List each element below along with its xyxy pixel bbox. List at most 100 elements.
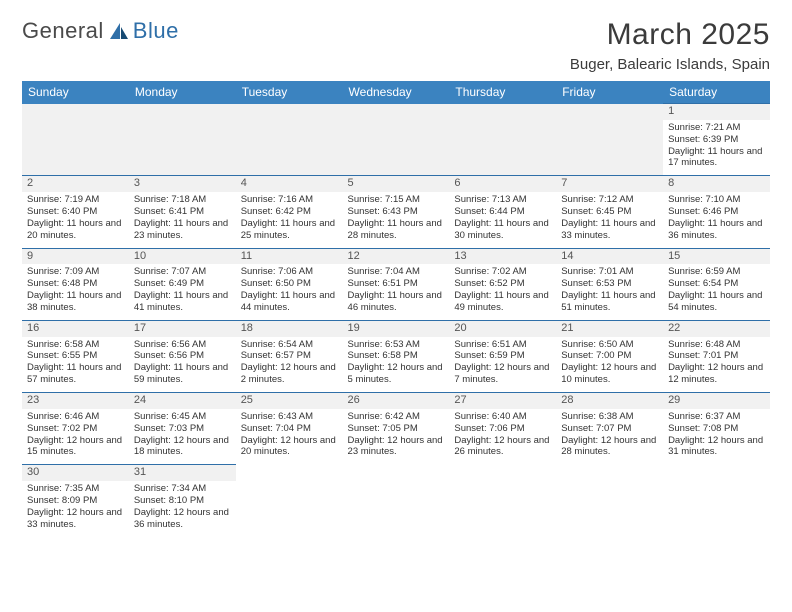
weekday-header: Thursday (449, 81, 556, 104)
sunset-text: Sunset: 6:50 PM (241, 278, 338, 290)
calendar-day-cell: 24Sunrise: 6:45 AMSunset: 7:03 PMDayligh… (129, 393, 236, 465)
calendar-body: 1Sunrise: 7:21 AMSunset: 6:39 PMDaylight… (22, 104, 770, 537)
sunset-text: Sunset: 6:41 PM (134, 206, 231, 218)
calendar-day-cell: 3Sunrise: 7:18 AMSunset: 6:41 PMDaylight… (129, 176, 236, 248)
sunset-text: Sunset: 6:51 PM (348, 278, 445, 290)
daylight-text: Daylight: 12 hours and 33 minutes. (27, 507, 124, 531)
sunset-text: Sunset: 6:55 PM (27, 350, 124, 362)
sunset-text: Sunset: 7:00 PM (561, 350, 658, 362)
daylight-text: Daylight: 11 hours and 41 minutes. (134, 290, 231, 314)
day-number: 16 (22, 321, 129, 337)
calendar-day-cell: 22Sunrise: 6:48 AMSunset: 7:01 PMDayligh… (663, 320, 770, 392)
day-number: 20 (449, 321, 556, 337)
sunset-text: Sunset: 6:58 PM (348, 350, 445, 362)
month-title: March 2025 (570, 18, 770, 52)
sunset-text: Sunset: 6:56 PM (134, 350, 231, 362)
calendar-day-cell: 13Sunrise: 7:02 AMSunset: 6:52 PMDayligh… (449, 248, 556, 320)
sunset-text: Sunset: 6:43 PM (348, 206, 445, 218)
sunrise-text: Sunrise: 6:51 AM (454, 339, 551, 351)
calendar-day-cell: 14Sunrise: 7:01 AMSunset: 6:53 PMDayligh… (556, 248, 663, 320)
calendar-day-cell: 23Sunrise: 6:46 AMSunset: 7:02 PMDayligh… (22, 393, 129, 465)
day-number: 5 (343, 176, 450, 192)
sunset-text: Sunset: 7:08 PM (668, 423, 765, 435)
calendar-empty-cell (129, 104, 236, 176)
daylight-text: Daylight: 12 hours and 20 minutes. (241, 435, 338, 459)
sunrise-text: Sunrise: 7:16 AM (241, 194, 338, 206)
day-number: 21 (556, 321, 663, 337)
calendar-empty-cell (663, 465, 770, 537)
day-number: 18 (236, 321, 343, 337)
day-number: 29 (663, 393, 770, 409)
calendar-day-cell: 21Sunrise: 6:50 AMSunset: 7:00 PMDayligh… (556, 320, 663, 392)
sunset-text: Sunset: 6:39 PM (668, 134, 765, 146)
day-number: 27 (449, 393, 556, 409)
sunrise-text: Sunrise: 6:59 AM (668, 266, 765, 278)
daylight-text: Daylight: 12 hours and 28 minutes. (561, 435, 658, 459)
calendar-day-cell: 1Sunrise: 7:21 AMSunset: 6:39 PMDaylight… (663, 104, 770, 176)
calendar-empty-cell (343, 104, 450, 176)
calendar-week-row: 30Sunrise: 7:35 AMSunset: 8:09 PMDayligh… (22, 465, 770, 537)
title-block: March 2025 Buger, Balearic Islands, Spai… (570, 18, 770, 73)
sunset-text: Sunset: 8:10 PM (134, 495, 231, 507)
calendar-day-cell: 16Sunrise: 6:58 AMSunset: 6:55 PMDayligh… (22, 320, 129, 392)
sunset-text: Sunset: 6:54 PM (668, 278, 765, 290)
sunrise-text: Sunrise: 7:10 AM (668, 194, 765, 206)
daylight-text: Daylight: 11 hours and 59 minutes. (134, 362, 231, 386)
sunrise-text: Sunrise: 7:01 AM (561, 266, 658, 278)
calendar-day-cell: 4Sunrise: 7:16 AMSunset: 6:42 PMDaylight… (236, 176, 343, 248)
calendar-day-cell: 2Sunrise: 7:19 AMSunset: 6:40 PMDaylight… (22, 176, 129, 248)
sunset-text: Sunset: 6:45 PM (561, 206, 658, 218)
day-number: 11 (236, 249, 343, 265)
daylight-text: Daylight: 12 hours and 26 minutes. (454, 435, 551, 459)
calendar-day-cell: 31Sunrise: 7:34 AMSunset: 8:10 PMDayligh… (129, 465, 236, 537)
calendar-empty-cell (556, 104, 663, 176)
daylight-text: Daylight: 11 hours and 51 minutes. (561, 290, 658, 314)
daylight-text: Daylight: 12 hours and 23 minutes. (348, 435, 445, 459)
sunset-text: Sunset: 7:04 PM (241, 423, 338, 435)
sunset-text: Sunset: 7:03 PM (134, 423, 231, 435)
calendar-day-cell: 15Sunrise: 6:59 AMSunset: 6:54 PMDayligh… (663, 248, 770, 320)
weekday-header: Saturday (663, 81, 770, 104)
daylight-text: Daylight: 12 hours and 7 minutes. (454, 362, 551, 386)
calendar-week-row: 16Sunrise: 6:58 AMSunset: 6:55 PMDayligh… (22, 320, 770, 392)
calendar-day-cell: 19Sunrise: 6:53 AMSunset: 6:58 PMDayligh… (343, 320, 450, 392)
day-number: 31 (129, 465, 236, 481)
daylight-text: Daylight: 12 hours and 36 minutes. (134, 507, 231, 531)
calendar-empty-cell (22, 104, 129, 176)
daylight-text: Daylight: 11 hours and 23 minutes. (134, 218, 231, 242)
calendar-day-cell: 26Sunrise: 6:42 AMSunset: 7:05 PMDayligh… (343, 393, 450, 465)
daylight-text: Daylight: 11 hours and 49 minutes. (454, 290, 551, 314)
sunset-text: Sunset: 8:09 PM (27, 495, 124, 507)
calendar-day-cell: 18Sunrise: 6:54 AMSunset: 6:57 PMDayligh… (236, 320, 343, 392)
sunrise-text: Sunrise: 6:37 AM (668, 411, 765, 423)
weekday-header: Wednesday (343, 81, 450, 104)
daylight-text: Daylight: 11 hours and 33 minutes. (561, 218, 658, 242)
logo-sail-icon (108, 21, 130, 41)
calendar-empty-cell (236, 465, 343, 537)
sunset-text: Sunset: 6:49 PM (134, 278, 231, 290)
sunrise-text: Sunrise: 6:56 AM (134, 339, 231, 351)
day-number: 2 (22, 176, 129, 192)
sunset-text: Sunset: 7:06 PM (454, 423, 551, 435)
daylight-text: Daylight: 11 hours and 44 minutes. (241, 290, 338, 314)
sunrise-text: Sunrise: 7:06 AM (241, 266, 338, 278)
location: Buger, Balearic Islands, Spain (570, 56, 770, 73)
daylight-text: Daylight: 12 hours and 18 minutes. (134, 435, 231, 459)
calendar-day-cell: 5Sunrise: 7:15 AMSunset: 6:43 PMDaylight… (343, 176, 450, 248)
calendar-day-cell: 29Sunrise: 6:37 AMSunset: 7:08 PMDayligh… (663, 393, 770, 465)
calendar-day-cell: 11Sunrise: 7:06 AMSunset: 6:50 PMDayligh… (236, 248, 343, 320)
sunset-text: Sunset: 6:57 PM (241, 350, 338, 362)
day-number: 28 (556, 393, 663, 409)
sunset-text: Sunset: 7:02 PM (27, 423, 124, 435)
day-number: 9 (22, 249, 129, 265)
weekday-header: Friday (556, 81, 663, 104)
day-number: 1 (663, 104, 770, 120)
day-number: 23 (22, 393, 129, 409)
calendar-day-cell: 28Sunrise: 6:38 AMSunset: 7:07 PMDayligh… (556, 393, 663, 465)
header: General Blue March 2025 Buger, Balearic … (22, 18, 770, 73)
weekday-header: Tuesday (236, 81, 343, 104)
sunset-text: Sunset: 7:05 PM (348, 423, 445, 435)
day-number: 14 (556, 249, 663, 265)
sunrise-text: Sunrise: 6:46 AM (27, 411, 124, 423)
sunrise-text: Sunrise: 7:19 AM (27, 194, 124, 206)
